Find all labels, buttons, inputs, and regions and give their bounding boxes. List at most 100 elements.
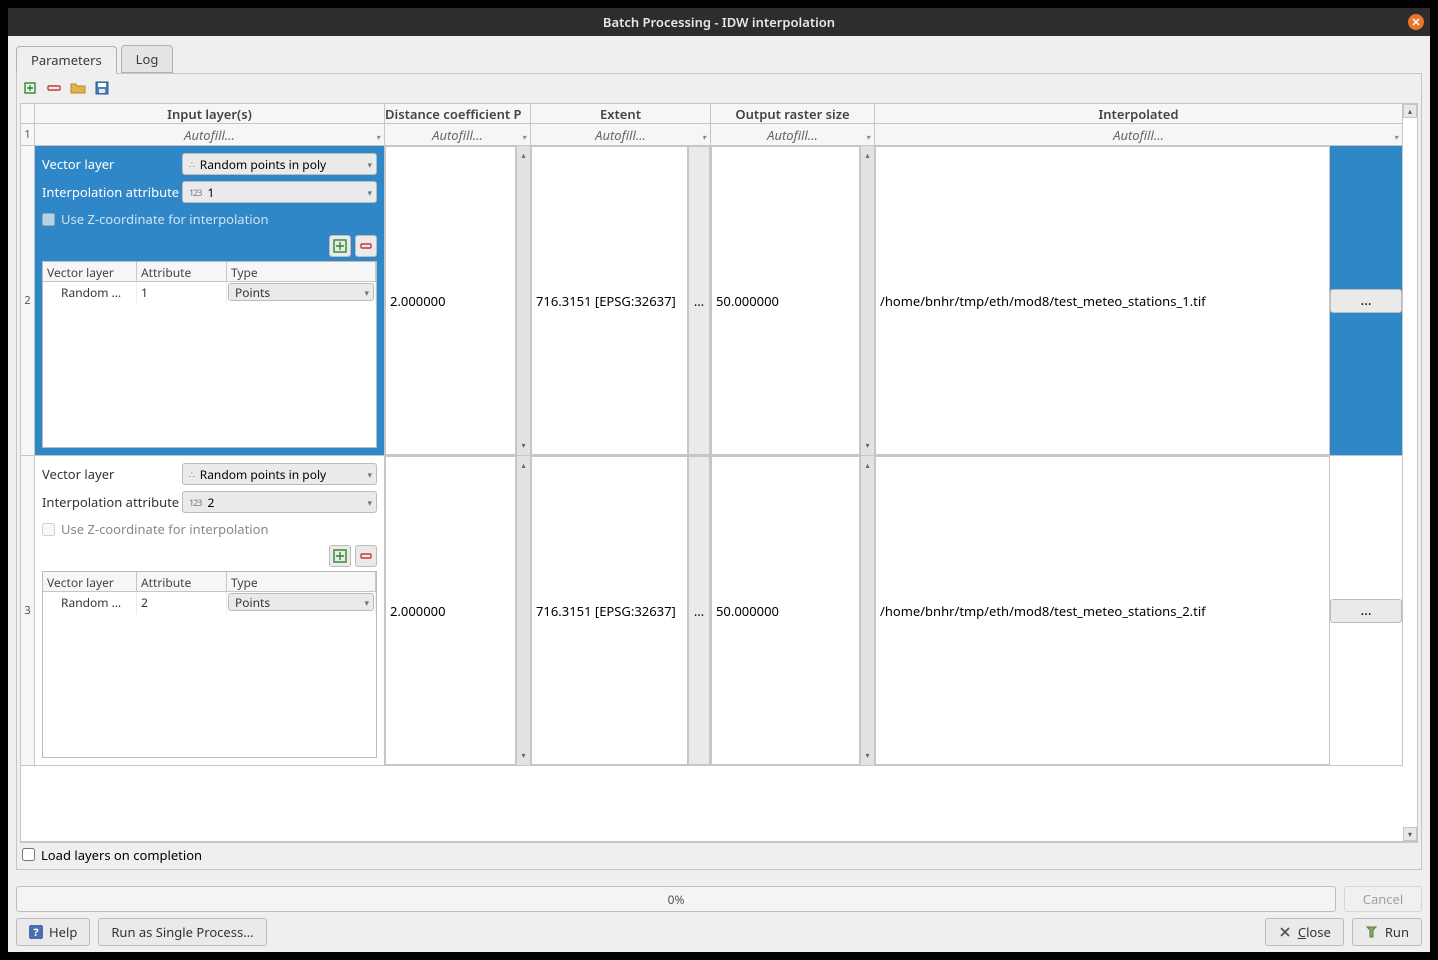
- spin-buttons[interactable]: ▴▾: [516, 456, 530, 765]
- interpolated-browse-button[interactable]: …: [1330, 289, 1402, 313]
- scroll-up-icon[interactable]: ▴: [1403, 104, 1417, 118]
- td-attribute[interactable]: 2: [137, 592, 227, 614]
- spin-down-icon[interactable]: ▾: [861, 301, 874, 456]
- remove-layer-button[interactable]: [355, 235, 377, 257]
- interpolated-path-input[interactable]: /home/bnhr/tmp/eth/mod8/test_meteo_stati…: [875, 456, 1330, 765]
- save-icon[interactable]: [94, 80, 110, 96]
- interp-attr-combo[interactable]: 1231▾: [182, 181, 377, 203]
- extent-input[interactable]: 716.3151 [EPSG:32637]: [531, 146, 688, 455]
- close-icon[interactable]: [1408, 14, 1424, 30]
- extent-browse-button[interactable]: …: [688, 146, 710, 455]
- autofill-extent[interactable]: Autofill…▾: [531, 124, 711, 146]
- spin-buttons[interactable]: ▴▾: [860, 456, 874, 765]
- chevron-down-icon: ▾: [364, 286, 369, 299]
- spin-up-icon[interactable]: ▴: [861, 456, 874, 611]
- table-row: 3 Vector layer ∴Random points in poly▾ I…: [21, 456, 1403, 766]
- z-coord-label: Use Z-coordinate for interpolation: [61, 210, 269, 228]
- autofill-interp[interactable]: Autofill…▾: [875, 124, 1403, 146]
- distance-input[interactable]: 2.000000: [385, 456, 516, 765]
- interpolated-path: /home/bnhr/tmp/eth/mod8/test_meteo_stati…: [880, 602, 1206, 620]
- combo-value: 2: [207, 494, 214, 511]
- open-icon[interactable]: [70, 80, 86, 96]
- spin-down-icon[interactable]: ▾: [517, 301, 530, 456]
- row-head-1[interactable]: 1: [21, 124, 35, 146]
- interp-attr-combo[interactable]: 1232▾: [182, 491, 377, 513]
- td-attribute[interactable]: 1: [137, 282, 227, 304]
- points-icon: ∴: [189, 468, 194, 481]
- spin-up-icon[interactable]: ▴: [517, 456, 530, 611]
- load-layers-checkbox[interactable]: [22, 848, 35, 861]
- raster-input[interactable]: 50.000000: [711, 146, 860, 455]
- type-combo[interactable]: Points▾: [228, 283, 374, 301]
- row-head[interactable]: 3: [21, 456, 35, 766]
- add-layer-button[interactable]: [329, 545, 351, 567]
- tab-log[interactable]: Log: [121, 45, 174, 73]
- th-vector[interactable]: Vector layer: [43, 262, 137, 281]
- col-interpolated[interactable]: Interpolated: [875, 104, 1403, 124]
- spin-buttons[interactable]: ▴▾: [860, 146, 874, 455]
- autofill-raster[interactable]: Autofill…▾: [711, 124, 875, 146]
- help-icon: ?: [29, 925, 43, 939]
- combo-value: Random points in poly: [200, 156, 326, 173]
- td-vector[interactable]: Random …: [43, 282, 137, 304]
- z-coord-label: Use Z-coordinate for interpolation: [61, 520, 269, 538]
- column-headers: Input layer(s) Distance coefficient P Ex…: [21, 104, 1403, 124]
- spin-up-icon[interactable]: ▴: [861, 146, 874, 301]
- chevron-down-icon: ▾: [367, 158, 372, 171]
- td-vector[interactable]: Random …: [43, 592, 137, 614]
- tab-parameters[interactable]: Parameters: [16, 46, 117, 74]
- tab-bar: Parameters Log: [16, 44, 1422, 74]
- spin-down-icon[interactable]: ▾: [861, 611, 874, 766]
- raster-input[interactable]: 50.000000: [711, 456, 860, 765]
- cell-extent: 716.3151 [EPSG:32637]…: [531, 146, 711, 456]
- type-combo[interactable]: Points▾: [228, 593, 374, 611]
- remove-layer-button[interactable]: [355, 545, 377, 567]
- th-vector[interactable]: Vector layer: [43, 572, 137, 591]
- autofill-distance[interactable]: Autofill…▾: [385, 124, 531, 146]
- distance-input[interactable]: 2.000000: [385, 146, 516, 455]
- th-type[interactable]: Type: [227, 262, 376, 281]
- z-coord-checkbox: [42, 213, 55, 226]
- col-distance[interactable]: Distance coefficient P: [385, 104, 531, 124]
- spin-up-icon[interactable]: ▴: [517, 146, 530, 301]
- window-title: Batch Processing - IDW interpolation: [603, 13, 835, 31]
- scroll-down-icon[interactable]: ▾: [1403, 827, 1417, 841]
- z-coord-checkbox: [42, 523, 55, 536]
- dialog-window: Batch Processing - IDW interpolation Par…: [7, 7, 1431, 953]
- th-attribute[interactable]: Attribute: [137, 262, 227, 281]
- vector-layer-combo[interactable]: ∴Random points in poly▾: [182, 463, 377, 485]
- close-x-icon: [1278, 925, 1292, 939]
- vector-layer-combo[interactable]: ∴Random points in poly▾: [182, 153, 377, 175]
- extent-input[interactable]: 716.3151 [EPSG:32637]: [531, 456, 688, 765]
- remove-row-icon[interactable]: [46, 80, 62, 96]
- th-type[interactable]: Type: [227, 572, 376, 591]
- add-layer-button[interactable]: [329, 235, 351, 257]
- col-input-layers[interactable]: Input layer(s): [35, 104, 385, 124]
- help-button[interactable]: ? Help: [16, 918, 90, 946]
- th-attribute[interactable]: Attribute: [137, 572, 227, 591]
- extent-browse-button[interactable]: …: [688, 456, 710, 765]
- layer-table: Vector layer Attribute Type Random … 2 P…: [42, 571, 377, 758]
- interpolated-actions: …: [1330, 146, 1402, 455]
- spin-buttons[interactable]: ▴▾: [516, 146, 530, 455]
- close-button[interactable]: Close: [1265, 918, 1344, 946]
- col-extent[interactable]: Extent: [531, 104, 711, 124]
- spin-down-icon[interactable]: ▾: [517, 611, 530, 766]
- add-row-icon[interactable]: [22, 80, 38, 96]
- col-raster-size[interactable]: Output raster size: [711, 104, 875, 124]
- load-layers-row: Load layers on completion: [20, 842, 1418, 866]
- combo-value: 1: [207, 184, 214, 201]
- distance-value: 2.000000: [390, 602, 446, 620]
- cell-distance: 2.000000 ▴▾: [385, 456, 531, 766]
- run-button[interactable]: Run: [1352, 918, 1422, 946]
- run-single-button[interactable]: Run as Single Process…: [98, 918, 266, 946]
- close-label: Close: [1298, 923, 1331, 941]
- interpolated-browse-button[interactable]: …: [1330, 599, 1402, 623]
- cell-input-layers: Vector layer ∴Random points in poly▾ Int…: [35, 146, 385, 456]
- autofill-label: Autofill…: [184, 126, 235, 144]
- autofill-input[interactable]: Autofill…▾: [35, 124, 385, 146]
- interpolated-actions: …: [1330, 456, 1402, 765]
- interpolated-path-input[interactable]: /home/bnhr/tmp/eth/mod8/test_meteo_stati…: [875, 146, 1330, 455]
- row-head[interactable]: 2: [21, 146, 35, 456]
- number-icon: 123: [189, 496, 201, 509]
